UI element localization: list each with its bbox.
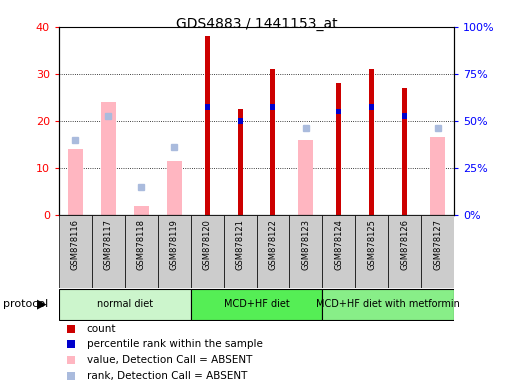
- Text: GSM878124: GSM878124: [334, 219, 343, 270]
- Text: GSM878126: GSM878126: [400, 219, 409, 270]
- Bar: [322, 289, 454, 320]
- Bar: [167, 161, 182, 215]
- Bar: [191, 215, 224, 288]
- Bar: [191, 289, 322, 320]
- Bar: [134, 206, 149, 215]
- Bar: [270, 104, 275, 110]
- Bar: [289, 215, 322, 288]
- Text: GSM878119: GSM878119: [170, 219, 179, 270]
- Bar: [238, 109, 243, 215]
- Bar: [402, 113, 407, 119]
- Text: GSM878118: GSM878118: [137, 219, 146, 270]
- Text: GDS4883 / 1441153_at: GDS4883 / 1441153_at: [175, 17, 338, 31]
- Bar: [238, 118, 243, 124]
- Bar: [125, 215, 158, 288]
- Bar: [205, 36, 210, 215]
- Bar: [421, 215, 454, 288]
- Bar: [256, 215, 289, 288]
- Text: percentile rank within the sample: percentile rank within the sample: [87, 339, 263, 349]
- Bar: [68, 149, 83, 215]
- Bar: [205, 104, 210, 110]
- Bar: [402, 88, 407, 215]
- Bar: [270, 69, 275, 215]
- Text: GSM878125: GSM878125: [367, 219, 376, 270]
- Text: ▶: ▶: [36, 298, 46, 311]
- Text: GSM878121: GSM878121: [235, 219, 245, 270]
- Text: count: count: [87, 324, 116, 334]
- Bar: [101, 102, 116, 215]
- Bar: [299, 140, 313, 215]
- Bar: [224, 215, 256, 288]
- Text: GSM878123: GSM878123: [301, 219, 310, 270]
- Text: GSM878127: GSM878127: [433, 219, 442, 270]
- Bar: [430, 137, 445, 215]
- Bar: [92, 215, 125, 288]
- Text: GSM878120: GSM878120: [203, 219, 212, 270]
- Bar: [337, 109, 341, 114]
- Bar: [369, 104, 374, 110]
- Text: GSM878116: GSM878116: [71, 219, 80, 270]
- Bar: [388, 215, 421, 288]
- Text: MCD+HF diet with metformin: MCD+HF diet with metformin: [316, 299, 460, 310]
- Text: protocol: protocol: [3, 299, 48, 310]
- Text: rank, Detection Call = ABSENT: rank, Detection Call = ABSENT: [87, 371, 247, 381]
- Text: GSM878122: GSM878122: [268, 219, 278, 270]
- Bar: [337, 83, 341, 215]
- Bar: [158, 215, 191, 288]
- Bar: [369, 69, 374, 215]
- Text: GSM878117: GSM878117: [104, 219, 113, 270]
- Bar: [59, 289, 191, 320]
- Text: value, Detection Call = ABSENT: value, Detection Call = ABSENT: [87, 355, 252, 365]
- Bar: [59, 215, 92, 288]
- Bar: [322, 215, 355, 288]
- Text: normal diet: normal diet: [97, 299, 153, 310]
- Text: MCD+HF diet: MCD+HF diet: [224, 299, 289, 310]
- Bar: [355, 215, 388, 288]
